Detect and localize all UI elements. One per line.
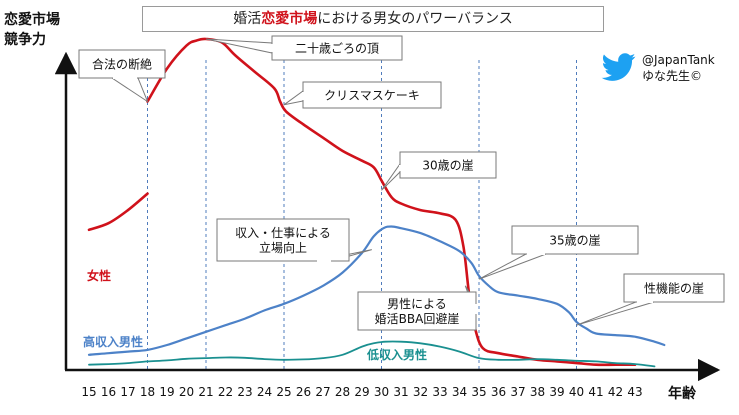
series-line-low-income-male xyxy=(88,340,656,368)
x-tick-label: 43 xyxy=(627,385,642,399)
x-tick-label: 19 xyxy=(159,385,174,399)
callout-text: 30歳の崖 xyxy=(422,159,473,173)
series-line-female xyxy=(146,37,637,367)
x-tick-label: 22 xyxy=(218,385,233,399)
callout-text: クリスマスケーキ xyxy=(324,89,420,103)
x-tick-label: 34 xyxy=(452,385,467,399)
twitter-bird-icon xyxy=(601,53,636,81)
x-tick-label: 31 xyxy=(393,385,408,399)
callout-pointer xyxy=(478,253,547,280)
callout-1: 二十歳ごろの頂 xyxy=(205,35,403,61)
callout-text: 二十歳ごろの頂 xyxy=(295,41,379,56)
x-tick-label: 30 xyxy=(374,385,389,399)
x-tick-labels: 15 16 17 18 19 20 21 22 23 24 25 26 27 28 29 30 31 32 33 34… xyxy=(81,385,642,399)
x-tick-label: 35 xyxy=(471,385,486,399)
title-highlight: 恋愛市場 xyxy=(261,11,318,27)
x-tick-label: 17 xyxy=(120,385,135,399)
x-tick-label: 37 xyxy=(510,385,525,399)
credit: @JapanTank ゆな先生© xyxy=(642,52,715,84)
y-axis-label-line1: 恋愛市場 xyxy=(4,12,60,28)
callout-2: クリスマスケーキ xyxy=(283,81,442,109)
x-tick-label: 23 xyxy=(237,385,252,399)
callout-text: 性機能の崖 xyxy=(644,281,704,296)
title-suffix: における男女のパワーバランス xyxy=(317,11,513,27)
chart-title: 婚活恋愛市場における男女のパワーバランス xyxy=(142,6,604,32)
x-tick-label: 24 xyxy=(257,385,272,399)
callout-box xyxy=(511,225,639,255)
x-tick-label: 38 xyxy=(530,385,545,399)
series-line-female xyxy=(87,192,149,232)
callout-7: 性機能の崖 xyxy=(576,273,725,326)
series-layer xyxy=(87,37,666,368)
x-tick-label: 33 xyxy=(432,385,447,399)
callout-0: 合法の断絶 xyxy=(78,49,166,103)
x-tick-label: 20 xyxy=(179,385,194,399)
credit-author: ゆな先生© xyxy=(642,69,703,83)
y-axis-label-line2: 競争力 xyxy=(4,32,46,48)
callout-box xyxy=(216,218,350,262)
x-tick-label: 42 xyxy=(608,385,623,399)
callout-text: 立場向上 xyxy=(259,240,307,255)
series-label-low-income-male: 低収入男性 xyxy=(367,348,428,362)
callout-box xyxy=(623,273,725,303)
x-tick-label: 36 xyxy=(491,385,506,399)
x-tick-label: 41 xyxy=(588,385,603,399)
series-label-female: 女性 xyxy=(87,269,112,283)
callout-pointer xyxy=(110,77,149,103)
x-tick-label: 15 xyxy=(81,385,96,399)
x-axis-label: 年齢 xyxy=(668,386,696,402)
x-tick-label: 27 xyxy=(315,385,330,399)
x-tick-label: 25 xyxy=(276,385,291,399)
callout-pointer xyxy=(381,162,401,191)
x-tick-label: 16 xyxy=(101,385,116,399)
callout-pointer xyxy=(205,38,273,54)
callout-text: 合法の断絶 xyxy=(92,57,152,72)
callout-text: 35歳の崖 xyxy=(549,234,600,248)
callout-box xyxy=(78,49,166,79)
x-tick-label: 18 xyxy=(140,385,155,399)
callout-5: 35歳の崖 xyxy=(478,225,639,280)
callout-text: 婚活BBA回避崖 xyxy=(375,312,460,326)
callout-box xyxy=(399,151,497,179)
callout-3: 30歳の崖 xyxy=(381,151,497,191)
series-label-high-income-male: 高収入男性 xyxy=(83,335,144,349)
title-prefix: 婚活 xyxy=(233,11,262,27)
credit-handle: @JapanTank xyxy=(642,53,715,67)
callout-pointer xyxy=(283,90,304,106)
y-axis-label: 恋愛市場 競争力 xyxy=(4,10,60,50)
axes xyxy=(54,51,721,382)
x-tick-label: 29 xyxy=(354,385,369,399)
x-tick-label: 40 xyxy=(569,385,584,399)
x-tick-label: 26 xyxy=(296,385,311,399)
callout-pointer xyxy=(576,301,655,326)
callout-text: 男性による xyxy=(387,297,447,311)
x-tick-label: 32 xyxy=(413,385,428,399)
x-tick-label: 39 xyxy=(549,385,564,399)
callout-box xyxy=(357,291,477,331)
callout-box xyxy=(302,81,442,109)
x-tick-label: 21 xyxy=(198,385,213,399)
x-tick-label: 28 xyxy=(335,385,350,399)
callout-text: 収入・仕事による xyxy=(235,226,331,240)
series-line-high-income-male xyxy=(87,225,666,356)
